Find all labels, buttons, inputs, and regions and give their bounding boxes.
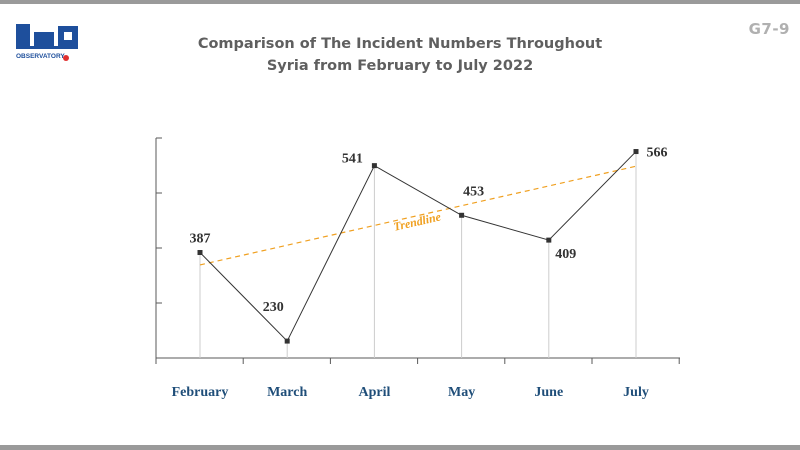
data-label: 453 xyxy=(463,184,484,199)
series-polyline xyxy=(199,151,637,342)
chart-title-line-1: Comparison of The Incident Numbers Throu… xyxy=(197,36,603,52)
trendline-label: Trendline xyxy=(392,209,443,233)
data-point xyxy=(459,212,465,218)
data-point xyxy=(284,338,290,344)
data-point xyxy=(633,149,639,155)
x-tick-label: June xyxy=(534,385,563,400)
data-labels: 387 230 541 453 409 566 xyxy=(190,146,668,316)
rased-logo: OBSERVATORY xyxy=(16,24,78,61)
top-border xyxy=(0,0,800,4)
markers xyxy=(197,149,639,344)
chart-code: G7-9 xyxy=(748,20,790,38)
data-label: 541 xyxy=(342,152,363,167)
data-point xyxy=(546,237,552,243)
bottom-border xyxy=(0,445,800,450)
gridlines xyxy=(199,151,637,358)
chart-title: Comparison of The Incident Numbers Throu… xyxy=(190,33,610,77)
logo-text: OBSERVATORY xyxy=(16,53,65,60)
series-line xyxy=(199,151,637,342)
x-tick-label: March xyxy=(267,385,307,400)
data-label: 409 xyxy=(555,247,576,262)
data-point xyxy=(371,163,377,169)
x-tick-label: April xyxy=(358,385,390,400)
x-tick-label: May xyxy=(448,385,475,400)
data-label: 566 xyxy=(647,146,668,161)
data-label: 230 xyxy=(263,300,284,315)
x-tick-label: July xyxy=(623,385,649,400)
x-tick-labels: February March April May June July xyxy=(172,385,649,400)
data-point xyxy=(197,250,203,256)
x-tick-label: February xyxy=(172,385,229,400)
axes xyxy=(155,137,680,364)
data-label: 387 xyxy=(190,232,211,247)
chart-title-line-2: Syria from February to July 2022 xyxy=(266,58,534,74)
trendline-line xyxy=(199,165,637,266)
